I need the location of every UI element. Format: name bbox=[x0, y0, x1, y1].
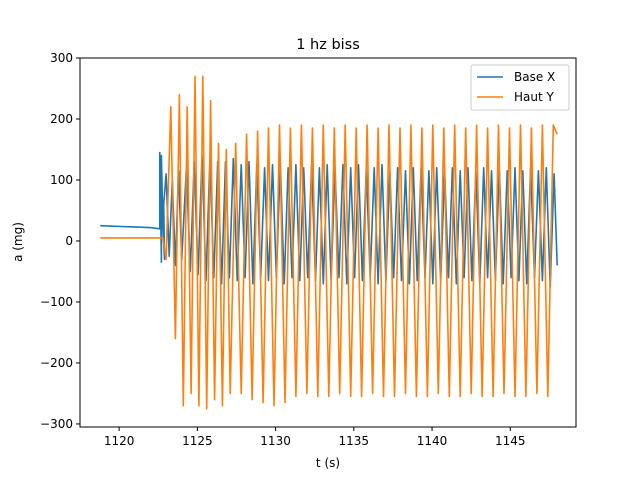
plot-lines bbox=[100, 75, 558, 410]
y-tick-label: 100 bbox=[50, 173, 73, 187]
y-tick-label: −100 bbox=[40, 295, 73, 309]
y-axis-label: a (mg) bbox=[11, 222, 25, 262]
x-axis: 1120 1125 1130 1135 1140 1145 bbox=[104, 427, 526, 448]
x-tick-label: 1130 bbox=[260, 434, 291, 448]
x-tick-label: 1125 bbox=[182, 434, 213, 448]
plot-frame bbox=[79, 57, 577, 428]
x-tick-label: 1145 bbox=[495, 434, 526, 448]
y-axis: −300 −200 −100 0 100 200 300 bbox=[40, 51, 80, 431]
legend: Base X Haut Y bbox=[470, 64, 570, 111]
series-line-0 bbox=[100, 151, 558, 288]
y-tick-label: 300 bbox=[50, 51, 73, 65]
y-tick-label: 0 bbox=[65, 234, 73, 248]
x-tick-label: 1135 bbox=[339, 434, 370, 448]
chart-title: 1 hz biss bbox=[296, 37, 360, 53]
x-axis-label: t (s) bbox=[316, 456, 340, 470]
legend-entry-1: Haut Y bbox=[514, 90, 555, 104]
legend-entry-0: Base X bbox=[514, 70, 555, 84]
x-tick-label: 1140 bbox=[417, 434, 448, 448]
series-line-1 bbox=[100, 75, 558, 410]
y-tick-label: −300 bbox=[40, 417, 73, 431]
x-tick-label: 1120 bbox=[104, 434, 135, 448]
y-tick-label: −200 bbox=[40, 356, 73, 370]
y-tick-label: 200 bbox=[50, 112, 73, 126]
